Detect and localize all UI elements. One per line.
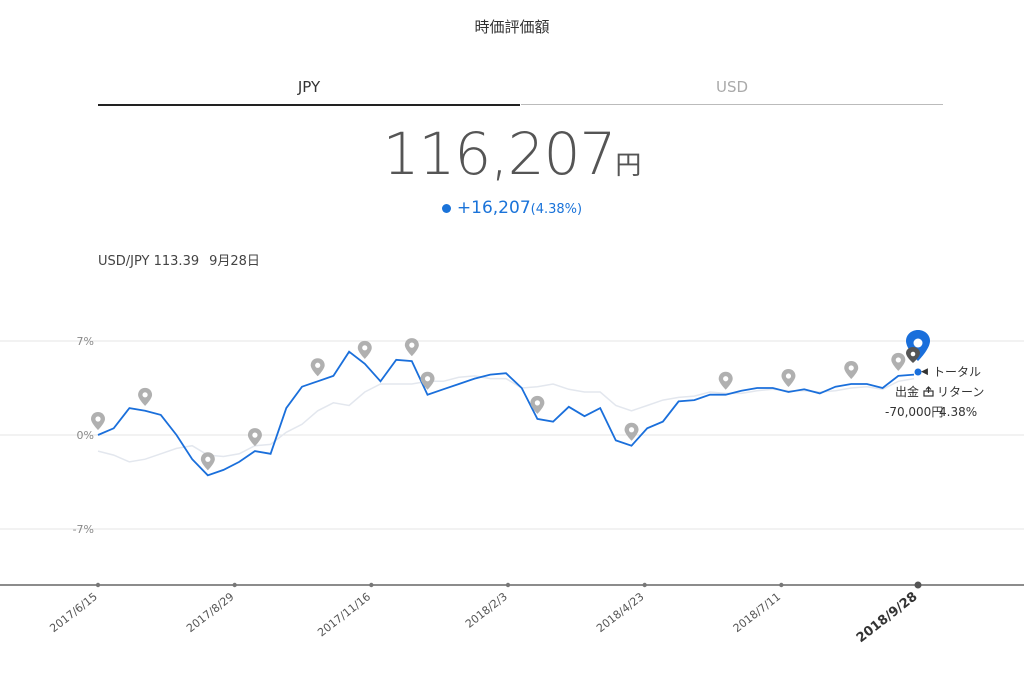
legend-withdraw-value: -70,000円 bbox=[885, 405, 944, 419]
gain-percent: (4.38%) bbox=[530, 202, 583, 217]
x-tick-label[interactable]: 2018/7/11 bbox=[731, 590, 783, 635]
x-tick-dot bbox=[505, 582, 511, 588]
event-pin-hole bbox=[252, 432, 258, 438]
event-pin-hole bbox=[362, 345, 368, 351]
y-axis-labels: 7% 0% -7% bbox=[73, 335, 94, 536]
tab-jpy[interactable]: JPY bbox=[98, 78, 520, 106]
event-pin-icon[interactable] bbox=[91, 412, 105, 430]
current-point-dot bbox=[914, 368, 922, 376]
y-tick-label: 7% bbox=[77, 335, 94, 348]
event-pin-hole bbox=[895, 357, 901, 363]
event-pin-icon[interactable] bbox=[310, 358, 325, 377]
x-tick-label[interactable]: 2017/8/29 bbox=[184, 590, 236, 635]
event-pin-icon[interactable] bbox=[404, 338, 419, 357]
event-pin-hole bbox=[95, 416, 101, 422]
event-pin-hole bbox=[628, 427, 635, 433]
tab-usd[interactable]: USD bbox=[521, 78, 943, 105]
grid-lines bbox=[0, 340, 1024, 586]
event-pin-hole bbox=[723, 376, 729, 382]
event-pin-icon[interactable] bbox=[891, 352, 906, 371]
x-tick-dot bbox=[779, 582, 784, 588]
x-tick-dot bbox=[369, 582, 374, 588]
x-tick-label[interactable]: 2018/4/23 bbox=[594, 590, 646, 635]
event-pin-hole bbox=[424, 376, 431, 382]
event-pin-hole bbox=[205, 456, 211, 462]
exchange-rate-date: 9月28日 bbox=[209, 254, 260, 269]
total-series-line bbox=[97, 350, 915, 477]
x-tick-dot bbox=[232, 582, 237, 588]
current-point-marker[interactable] bbox=[906, 330, 930, 376]
gain-dot-icon bbox=[441, 203, 451, 213]
event-pin-icon[interactable] bbox=[420, 371, 435, 390]
page-title: 時価評価額 bbox=[474, 18, 550, 36]
legend-return-value: 4.38% bbox=[939, 405, 978, 419]
legend-arrow-icon: ◀ bbox=[921, 367, 928, 377]
event-pin-icon[interactable] bbox=[718, 371, 733, 390]
x-tick-dot bbox=[95, 582, 101, 588]
total-value-unit: 円 bbox=[615, 151, 642, 181]
event-pin-hole bbox=[142, 392, 148, 398]
event-pin-hole bbox=[785, 373, 792, 379]
event-pin-hole bbox=[409, 342, 415, 348]
event-pin-icon[interactable] bbox=[844, 360, 859, 379]
x-tick-dot bbox=[642, 582, 647, 588]
withdraw-pin-hole bbox=[910, 351, 916, 357]
chart-legend: ◀ トータル 出金 リターン -70,000円 4.38% bbox=[885, 362, 984, 422]
total-value: 116,207円 bbox=[0, 120, 1024, 188]
y-tick-label: 0% bbox=[77, 429, 94, 442]
legend-total-label: トータル bbox=[933, 365, 982, 379]
x-tick-dot bbox=[914, 581, 922, 589]
event-pin-icon[interactable] bbox=[781, 369, 796, 388]
legend-return-label: リターン bbox=[937, 385, 985, 399]
y-tick-label: -7% bbox=[73, 523, 94, 536]
current-pin-hole bbox=[913, 338, 923, 348]
x-tick-label[interactable]: 2018/2/3 bbox=[463, 590, 510, 631]
exchange-rate: USD/JPY 113.39 9月28日 bbox=[98, 250, 270, 269]
legend-withdraw-label: 出金 bbox=[895, 385, 920, 399]
event-pin-icon[interactable] bbox=[624, 422, 639, 441]
event-pin-icon[interactable] bbox=[247, 428, 262, 447]
benchmark-series-line bbox=[97, 375, 915, 463]
event-pin-icon[interactable] bbox=[138, 387, 153, 406]
total-value-number: 116,207 bbox=[382, 120, 617, 188]
x-tick-label[interactable]: 2018/9/28 bbox=[854, 589, 921, 646]
event-pin-hole bbox=[315, 362, 321, 368]
currency-tabs: JPY USD bbox=[98, 78, 943, 106]
return-icon bbox=[923, 383, 934, 397]
x-tick-label[interactable]: 2017/11/16 bbox=[315, 590, 373, 639]
event-markers bbox=[91, 338, 906, 471]
exchange-rate-pair: USD/JPY 113.39 bbox=[98, 254, 200, 269]
event-pin-hole bbox=[534, 400, 540, 406]
gain-amount: +16,207 bbox=[456, 198, 531, 218]
gain-summary: +16,207(4.38%) bbox=[0, 198, 1024, 218]
x-axis-labels: 2017/6/15 2017/8/29 2017/11/16 2018/2/3 2018… bbox=[47, 581, 922, 646]
x-tick-label[interactable]: 2017/6/15 bbox=[47, 590, 99, 635]
event-pin-icon[interactable] bbox=[357, 340, 372, 359]
event-pin-icon[interactable] bbox=[200, 452, 215, 471]
event-pin-icon[interactable] bbox=[530, 395, 545, 414]
event-pin-hole bbox=[848, 365, 854, 371]
